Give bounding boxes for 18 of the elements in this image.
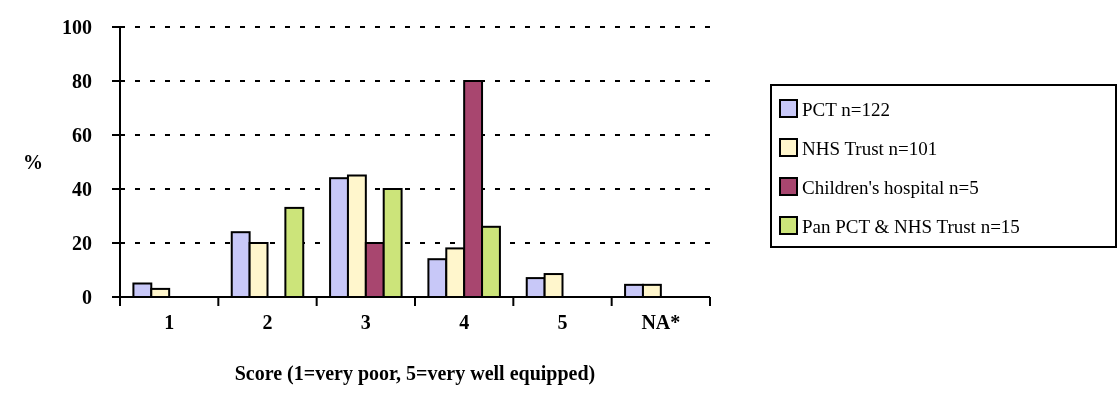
x-tick-label: 1: [164, 311, 175, 333]
x-tick-label: 3: [360, 311, 371, 333]
legend-label: Children's hospital n=5: [802, 176, 979, 198]
legend-label: Pan PCT & NHS Trust n=15: [802, 215, 1020, 237]
x-axis-title: Score (1=very poor, 5=very well equipped): [234, 362, 596, 385]
y-axis-title: %: [23, 151, 43, 173]
y-tick-label: 80: [72, 70, 92, 92]
y-tick-label: 60: [72, 124, 92, 146]
x-tick-label: 5: [557, 311, 568, 333]
x-tick-label: 4: [459, 311, 470, 333]
x-tick-label: 2: [262, 311, 273, 333]
y-tick-label: 20: [72, 232, 92, 254]
x-tick-label: NA*: [641, 311, 681, 333]
legend-label: NHS Trust n=101: [802, 137, 938, 159]
y-tick-label: 0: [82, 286, 92, 308]
y-tick-label: 100: [62, 16, 92, 38]
y-tick-label: 40: [72, 178, 92, 200]
legend-label: PCT n=122: [802, 98, 890, 120]
